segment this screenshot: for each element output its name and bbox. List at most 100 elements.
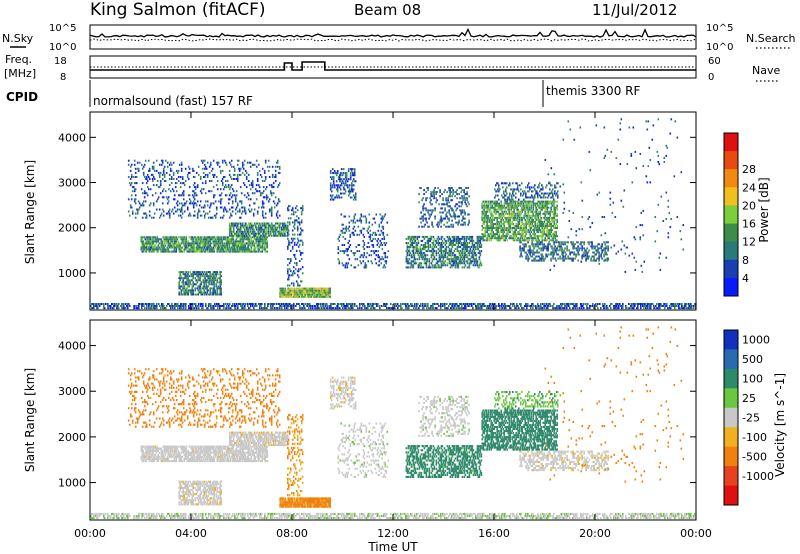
power-echo-cell [367, 305, 369, 307]
power-echo-cell [178, 291, 180, 294]
power-echo-cell [496, 218, 498, 221]
power-echo-cell [92, 307, 94, 310]
power-echo-cell [244, 236, 247, 239]
power-echo-cell [316, 293, 318, 296]
power-echo-cell [435, 252, 438, 255]
power-echo-cell [226, 238, 229, 241]
power-echo-cell [656, 307, 658, 310]
power-echo-cell [207, 285, 209, 288]
power-echo-cell [253, 232, 256, 235]
power-echo-cell [269, 226, 272, 229]
power-echo-cell [340, 192, 343, 195]
power-echo-cell [464, 211, 466, 214]
power-echo-cell [437, 239, 440, 242]
power-echo-cell [294, 207, 297, 210]
power-echo-cell [220, 305, 222, 307]
power-echo-cell [443, 250, 446, 253]
power-echo-cell [264, 242, 267, 245]
power-echo-cell [345, 307, 347, 310]
power-echo-cell [490, 233, 492, 236]
power-echo-cell [168, 173, 171, 176]
power-echo-cell [127, 198, 130, 201]
power-echo-cell [274, 230, 277, 233]
power-echo-cell [312, 305, 314, 307]
power-echo-cell [461, 223, 463, 226]
power-echo-cell [265, 238, 268, 241]
power-echo-cell [492, 231, 494, 234]
power-echo-cell [227, 240, 230, 243]
power-echo-cell [483, 305, 485, 307]
power-echo-cell [155, 159, 158, 162]
power-echo-cell [543, 305, 545, 307]
power-echo-cell [621, 305, 623, 307]
power-echo-cell [637, 305, 639, 307]
power-echo-cell [590, 305, 592, 307]
power-echo-cell [431, 242, 434, 244]
power-echo-cell [182, 192, 185, 195]
power-echo-cell [218, 242, 221, 245]
power-echo-cell [370, 307, 372, 310]
power-echo-cell [131, 212, 134, 215]
power-echo-cell [451, 209, 453, 212]
power-echo-cell [427, 225, 429, 228]
power-echo-cell [452, 225, 454, 228]
power-echo-cell [429, 250, 432, 253]
power-echo-cell [468, 203, 470, 206]
power-echo-cell [252, 163, 255, 166]
power-echo-cell [248, 244, 251, 247]
power-echo-cell [152, 165, 155, 168]
power-echo-cell [419, 246, 422, 248]
power-echo-cell [633, 307, 635, 310]
power-echo-cell [130, 173, 133, 176]
power-echo-cell [220, 236, 223, 239]
power-echo-cell [152, 204, 155, 207]
power-echo-cell [228, 222, 231, 225]
power-echo-cell [425, 219, 427, 222]
power-echo-cell [229, 214, 232, 217]
power-echo-cell [414, 239, 417, 242]
power-echo-cell [451, 235, 454, 238]
power-echo-cell [444, 244, 447, 246]
power-echo-cell [363, 235, 366, 238]
power-echo-cell [278, 234, 281, 237]
power-echo-cell [249, 226, 252, 229]
power-echo-cell [221, 169, 224, 172]
power-echo-cell [207, 275, 209, 278]
power-echo-cell [299, 251, 302, 254]
power-echo-cell [182, 190, 185, 193]
power-echo-cell [330, 307, 332, 310]
power-echo-cell [170, 176, 173, 178]
power-echo-cell [336, 170, 339, 173]
power-echo-cell [288, 291, 290, 294]
power-echo-cell [209, 248, 212, 251]
power-echo-cell [263, 246, 266, 249]
power-echo-cell [271, 226, 274, 229]
power-echo-cell [189, 307, 191, 310]
power-echo-cell [174, 186, 177, 189]
power-echo-cell [450, 239, 453, 242]
power-echo-cell [130, 182, 133, 185]
power-echo-cell [494, 204, 496, 207]
power-echo-cell [456, 250, 459, 253]
power-echo-cell [382, 227, 385, 230]
power-echo-cell [471, 260, 474, 263]
power-echo-cell [144, 242, 147, 245]
power-echo-cell [423, 258, 426, 261]
power-echo-cell [133, 190, 136, 193]
power-echo-cell [370, 260, 373, 263]
power-echo-cell [251, 182, 254, 185]
power-echo-cell [120, 305, 122, 307]
power-echo-cell [219, 236, 222, 239]
power-echo-cell [440, 217, 442, 220]
power-echo-cell [525, 303, 527, 305]
power-echo-cell [497, 235, 499, 238]
power-echo-cell [222, 250, 225, 253]
power-echo-cell [323, 289, 325, 292]
power-echo-cell [455, 242, 458, 244]
power-echo-cell [405, 303, 407, 305]
power-echo-cell [212, 289, 214, 292]
power-echo-cell [173, 194, 176, 197]
power-echo-cell [235, 305, 237, 307]
power-echo-cell [488, 225, 490, 227]
power-echo-cell [250, 248, 253, 251]
